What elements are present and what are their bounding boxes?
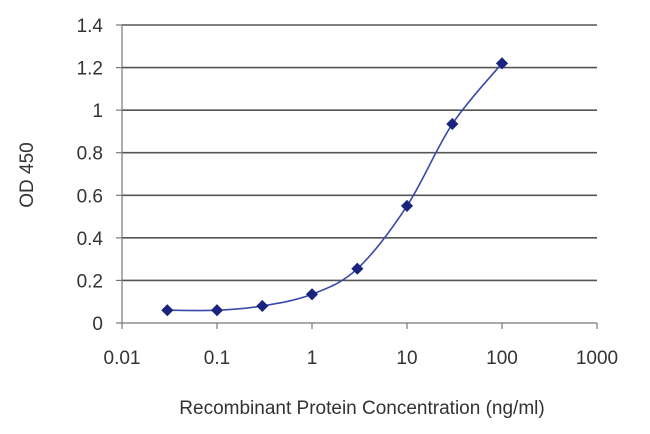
y-tick-label-4: 0.8 bbox=[77, 144, 103, 165]
tick-labels: 0 0.2 0.4 0.6 0.8 1 1.2 1.4 0.01 0.1 1 10 100 1000 bbox=[77, 16, 619, 369]
fitted-curve bbox=[167, 62, 503, 312]
x-tick-label-0: 0.01 bbox=[104, 348, 141, 369]
data-point-4 bbox=[351, 262, 364, 275]
data-point-7 bbox=[495, 57, 509, 70]
x-tick-label-3: 10 bbox=[396, 348, 417, 369]
x-tick-label-1: 0.1 bbox=[204, 348, 230, 369]
gridlines bbox=[122, 24, 597, 282]
y-tick-label-2: 0.4 bbox=[77, 229, 104, 250]
data-point-5 bbox=[400, 199, 414, 212]
y-tick-label-1: 0.2 bbox=[77, 271, 103, 292]
data-point-2 bbox=[256, 299, 269, 313]
y-tick-label-7: 1.4 bbox=[77, 16, 104, 37]
x-tick-label-2: 1 bbox=[307, 348, 318, 369]
y-tick-label-5: 1 bbox=[92, 101, 103, 122]
data-point-0 bbox=[161, 304, 174, 317]
y-axis-title: OD 450 bbox=[17, 142, 38, 207]
y-tick-label-3: 0.6 bbox=[77, 186, 103, 207]
x-axis-title: Recombinant Protein Concentration (ng/ml… bbox=[179, 398, 544, 419]
x-tick-label-5: 1000 bbox=[576, 348, 618, 369]
data-point-1 bbox=[210, 304, 224, 317]
x-tick-label-4: 100 bbox=[486, 348, 518, 369]
data-point-3 bbox=[305, 288, 319, 301]
data-point-6 bbox=[446, 117, 459, 131]
fitted-curve-group bbox=[167, 62, 503, 312]
y-tick-label-6: 1.2 bbox=[77, 59, 103, 80]
data-points bbox=[161, 57, 509, 317]
axes bbox=[116, 24, 598, 329]
y-tick-label-0: 0 bbox=[92, 314, 103, 335]
